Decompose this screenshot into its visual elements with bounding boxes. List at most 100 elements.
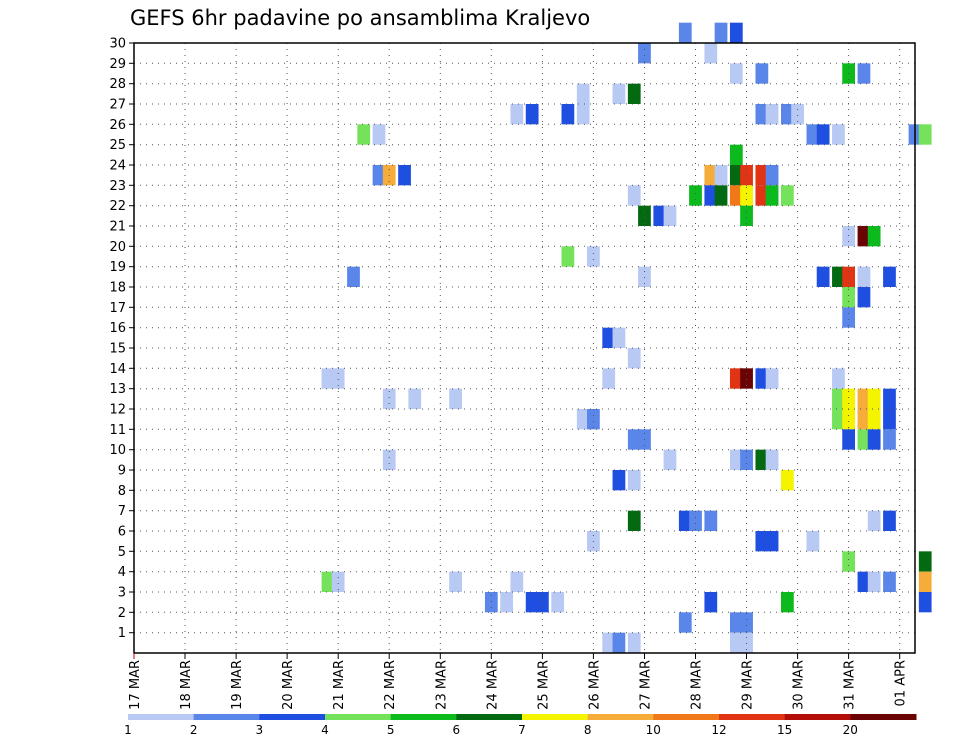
heatmap-cell (842, 287, 856, 308)
y-tick-label: 17 (109, 301, 126, 316)
colorbar-segment (653, 714, 720, 720)
heatmap-cell (714, 185, 728, 206)
heatmap-cell (832, 368, 845, 389)
heatmap-cell (832, 124, 845, 145)
heatmap-cell (612, 470, 626, 491)
heatmap-cell (510, 571, 524, 592)
heatmap-cell (627, 470, 641, 491)
heatmap-cell (867, 388, 881, 409)
heatmap-cell (612, 632, 626, 653)
heatmap-cell (663, 205, 677, 226)
colorbar-segment (784, 714, 851, 720)
heatmap-cell (765, 104, 779, 125)
heatmap-cell (918, 571, 932, 592)
heatmap-cell (449, 571, 462, 592)
x-tick-label: 21 MAR (332, 660, 347, 710)
colorbar-segment (325, 714, 392, 720)
heatmap-cell (755, 165, 769, 186)
y-tick-label: 29 (109, 57, 126, 72)
heatmap-cell (602, 327, 616, 348)
x-tick-label: 24 MAR (485, 660, 500, 710)
y-tick-label: 16 (109, 321, 126, 336)
heatmap-cell (740, 449, 753, 470)
heatmap-cell (832, 409, 845, 430)
heatmap-cell (740, 185, 753, 206)
heatmap-cell (347, 266, 360, 287)
heatmap-cell (500, 592, 514, 613)
x-tick-label: 20 MAR (281, 660, 296, 710)
colorbar-segment (193, 714, 260, 720)
heatmap-cell (842, 226, 856, 247)
x-tick-label: 23 MAR (434, 660, 449, 710)
heatmap-cell (867, 429, 881, 450)
heatmap-cell (918, 592, 932, 613)
y-tick-label: 1 (118, 626, 126, 641)
heatmap-cell (561, 104, 575, 125)
heatmap-cell (816, 266, 830, 287)
y-tick-label: 26 (109, 118, 126, 133)
colorbar-segment (259, 714, 326, 720)
heatmap-cell (755, 104, 769, 125)
y-tick-label: 21 (109, 220, 126, 235)
colorbar-label: 7 (518, 723, 526, 737)
heatmap-cell (602, 368, 616, 389)
heatmap-cell (883, 571, 896, 592)
heatmap-cell (781, 104, 794, 125)
heatmap-cell (638, 266, 651, 287)
heatmap-cell (704, 165, 718, 186)
x-tick-label: 31 MAR (843, 660, 858, 710)
heatmap-cell (561, 246, 575, 267)
heatmap-cell (382, 388, 396, 409)
x-tick-label: 25 MAR (536, 660, 551, 710)
y-tick-label: 19 (109, 260, 126, 275)
heatmap-cell (857, 226, 871, 247)
x-tick-label: 30 MAR (792, 660, 807, 710)
heatmap-cell (791, 104, 804, 125)
gridlines (134, 42, 915, 653)
heatmap-cell (321, 571, 335, 592)
y-tick-label: 24 (109, 159, 126, 174)
heatmap-cell (525, 104, 539, 125)
heatmap-cell (765, 449, 779, 470)
colorbar-segment (456, 714, 523, 720)
colorbar-label: 2 (190, 723, 198, 737)
colorbar-label: 3 (255, 723, 263, 737)
heatmap-cell (449, 388, 462, 409)
colorbar-label: 15 (777, 723, 792, 737)
heatmap-cell (918, 551, 932, 572)
colorbar-segment (390, 714, 457, 720)
heatmap-cell (781, 592, 794, 613)
heatmap-cell (704, 43, 718, 64)
heatmap-cell (678, 22, 692, 43)
y-tick-label: 27 (109, 98, 126, 113)
heatmap-cell (832, 266, 845, 287)
heatmap-cell (638, 43, 651, 64)
x-tick-label: 22 MAR (383, 660, 398, 710)
heatmap-cell (857, 266, 871, 287)
heatmap-cell (484, 592, 498, 613)
heatmap-cell (918, 124, 932, 145)
heatmap-cell (321, 368, 335, 389)
y-tick-label: 15 (109, 342, 126, 357)
heatmap-cell (755, 449, 769, 470)
y-tick-label: 13 (109, 382, 126, 397)
y-tick-label: 6 (118, 525, 126, 540)
heatmap-cell (781, 185, 794, 206)
heatmap-cell (765, 185, 779, 206)
heatmap-cell (842, 266, 856, 287)
heatmap-cell (806, 124, 820, 145)
heatmap-cell (729, 165, 743, 186)
heatmap-cell (755, 368, 769, 389)
heatmap-cell (729, 368, 743, 389)
heatmap-cell (627, 348, 641, 369)
heatmap-cell (612, 327, 626, 348)
colorbar-segment (587, 714, 654, 720)
heatmap-cell (857, 287, 871, 308)
heatmap-cell (842, 388, 856, 409)
heatmap-cell (576, 409, 590, 430)
heatmap-cell (331, 571, 345, 592)
heatmap-cell (740, 632, 753, 653)
colorbar-label: 6 (452, 723, 460, 737)
heatmap-cell (612, 83, 626, 104)
heatmap-cell (755, 531, 769, 552)
